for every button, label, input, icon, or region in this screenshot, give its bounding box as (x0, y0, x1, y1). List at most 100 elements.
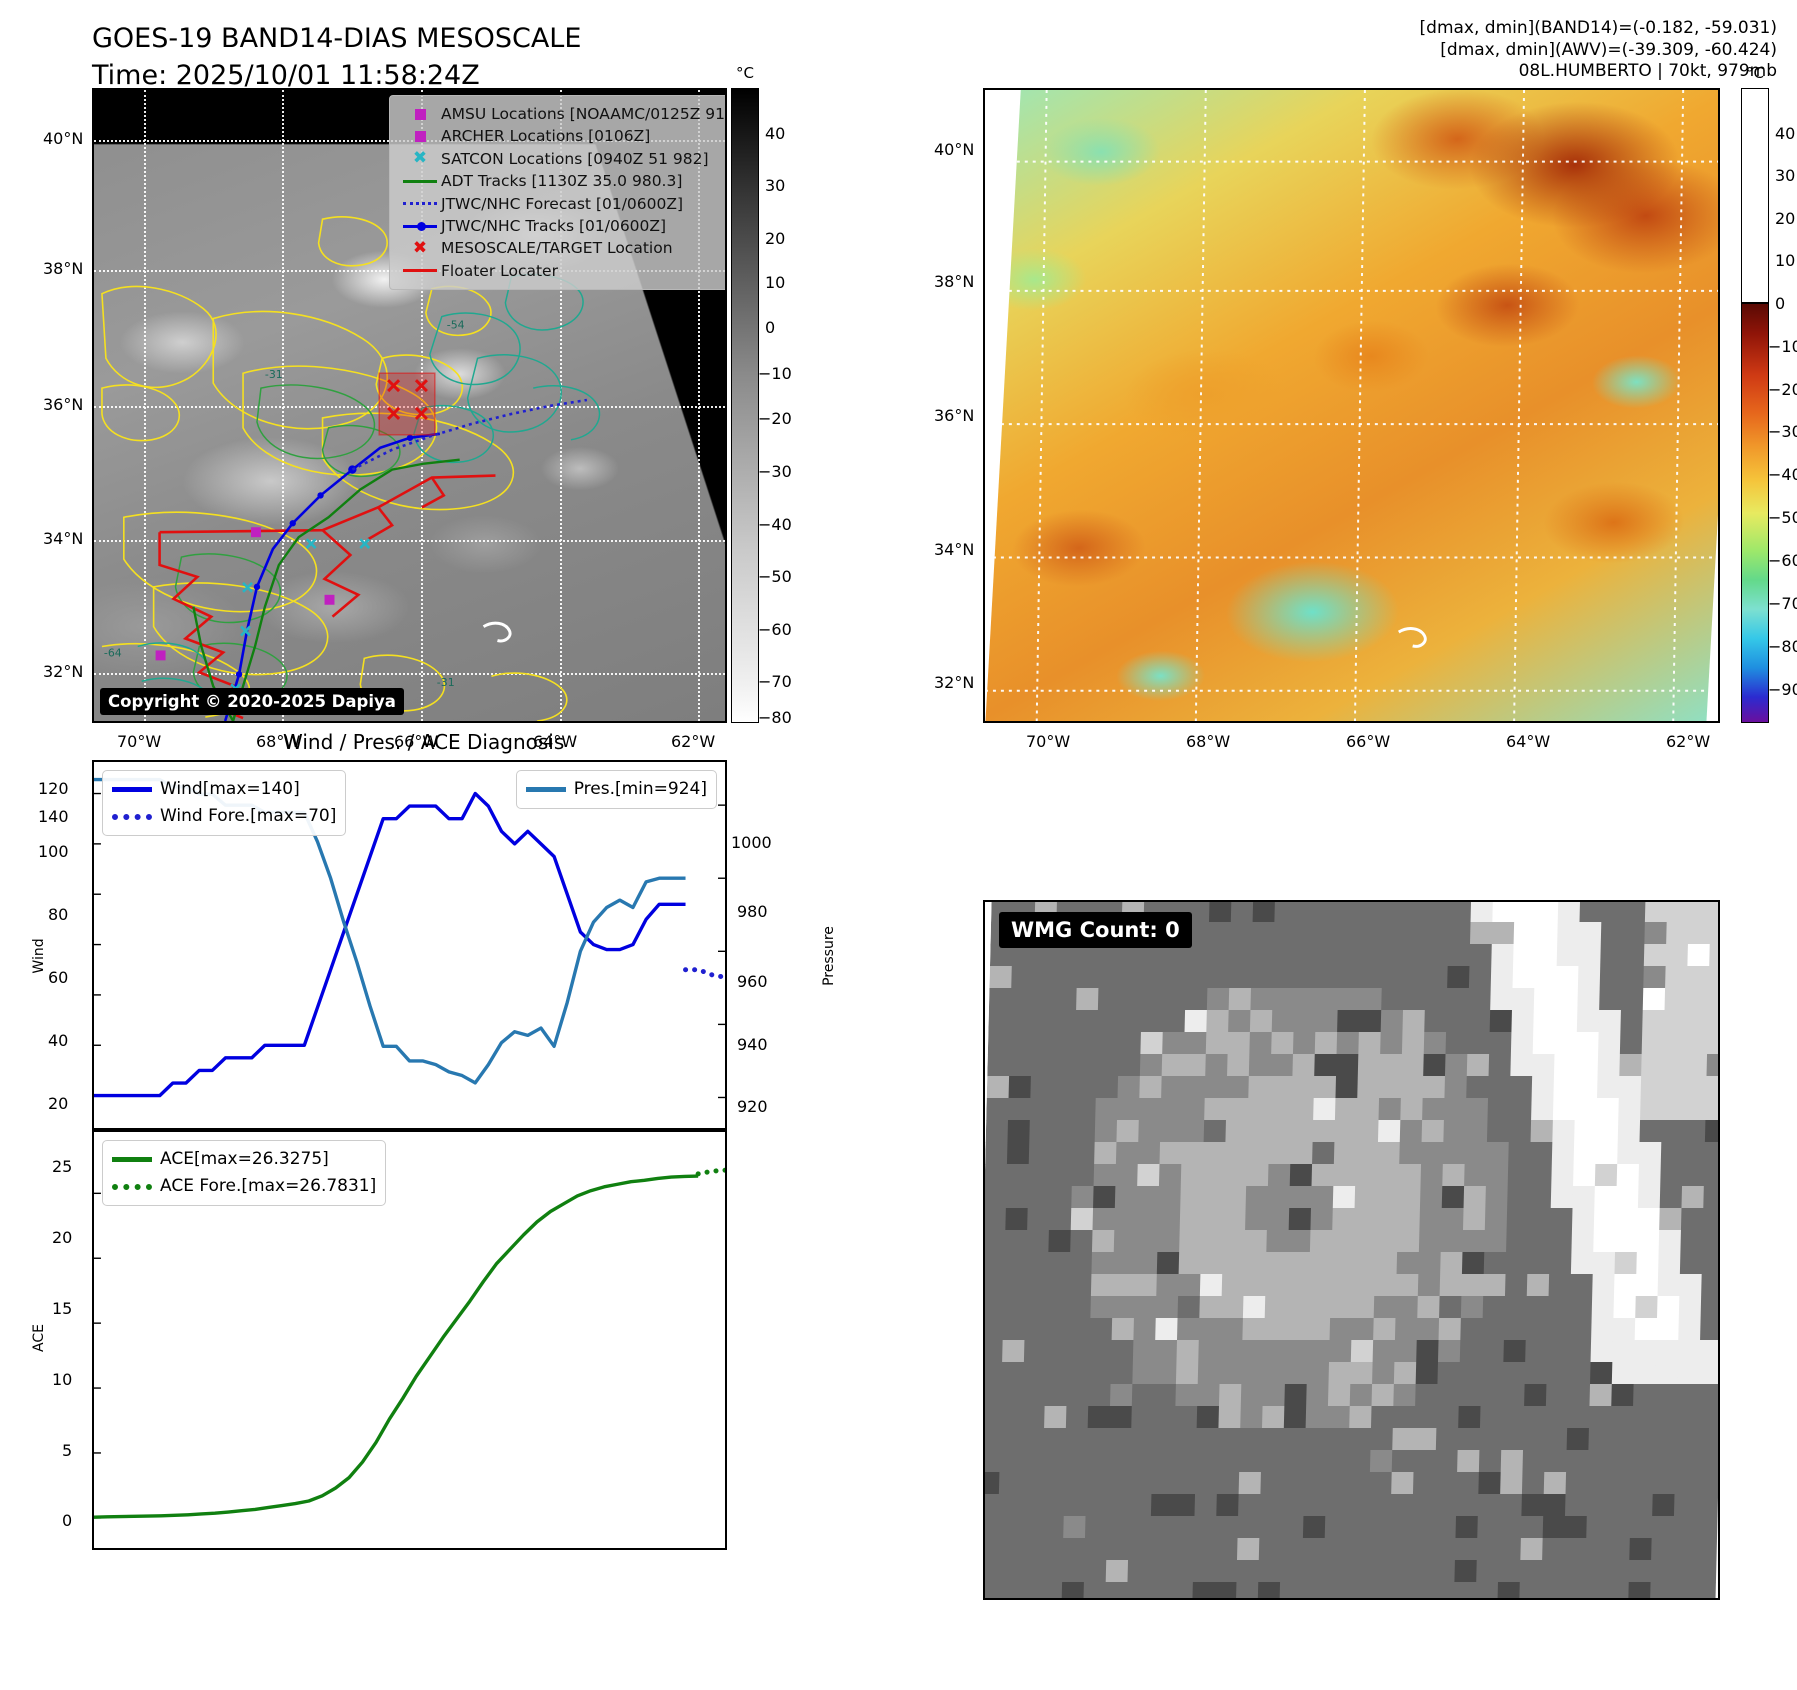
legend-item-wind-forecast: Wind Fore.[max=70] (112, 803, 336, 830)
wind-ytick: 120 (38, 779, 69, 798)
graticule-lon-66 (421, 90, 423, 721)
pressure-axis-label: Pressure (821, 926, 837, 986)
legend-item-ace: ACE[max=26.3275] (112, 1146, 376, 1173)
pressure-ytick: 940 (737, 1035, 768, 1054)
wind-ytick-140: 140 (38, 807, 69, 826)
graticule-lon-62 (698, 90, 700, 721)
storm-info: 08L.HUMBERTO | 70kt, 979mb (1518, 61, 1777, 81)
wind-ytick: 100 (38, 842, 69, 861)
stat-band14: [dmax, dmin](BAND14)=(-0.182, -59.031) (1419, 18, 1777, 38)
awv-lon-tick: 70°W (1026, 732, 1071, 751)
awv-colorbar-upper (1741, 88, 1769, 303)
ir-mesoscale-panel[interactable]: -54 -31 -64 -31 AMSU Locations [NOAAMC/0… (92, 88, 727, 723)
wind-ytick: 80 (48, 905, 69, 924)
wind-pressure-chart[interactable]: Wind[max=140] Wind Fore.[max=70] Pres.[m… (92, 760, 727, 1130)
awv-graticule (985, 90, 1718, 721)
legend-item-pressure: Pres.[min=924] (525, 776, 707, 803)
ir-cbar-tick: −70 (758, 672, 792, 691)
dotted-line-icon (399, 202, 441, 206)
legend-label: Floater Locater (441, 261, 558, 280)
stats-block: [dmax, dmin](BAND14)=(-0.182, -59.031) [… (1420, 18, 1777, 83)
dotted-line-icon (112, 1183, 160, 1190)
legend-item-ace-forecast: ACE Fore.[max=26.7831] (112, 1173, 376, 1200)
legend-label: ARCHER Locations [0106Z] (441, 127, 651, 146)
awv-cbar-tick: −70 (1768, 594, 1797, 613)
solid-line-icon (399, 179, 441, 183)
ir-lat-tick: 36°N (43, 395, 84, 414)
ir-legend: AMSU Locations [NOAAMC/0125Z 91 968] ARC… (389, 95, 725, 291)
awv-cbar-tick: −40 (1768, 465, 1797, 484)
awv-colorbar-lower (1741, 303, 1769, 723)
awv-lon-tick: 66°W (1346, 732, 1391, 751)
ir-cbar-tick: 30 (765, 176, 786, 195)
wind-legend: Wind[max=140] Wind Fore.[max=70] (102, 770, 347, 836)
wmg-cells (985, 902, 1718, 1598)
awv-cbar-tick: 20 (1775, 209, 1796, 228)
ir-lon-tick: 68°W (256, 732, 301, 751)
awv-lon-tick: 64°W (1506, 732, 1551, 751)
dotted-line-icon (112, 813, 160, 820)
awv-cbar-tick: −10 (1768, 337, 1797, 356)
svg-text:-31: -31 (437, 676, 455, 689)
awv-lon-tick: 68°W (1186, 732, 1231, 751)
legend-item-wind: Wind[max=140] (112, 776, 336, 803)
svg-text:-31: -31 (265, 368, 283, 381)
awv-cbar-tick: −90 (1768, 680, 1797, 699)
legend-item-archer: ARCHER Locations [0106Z] (399, 125, 724, 147)
legend-label: MESOSCALE/TARGET Location (441, 239, 673, 258)
wmg-panel[interactable]: WMG Count: 0 (983, 900, 1720, 1600)
legend-label: JTWC/NHC Forecast [01/0600Z] (441, 194, 684, 213)
legend-label: JTWC/NHC Tracks [01/0600Z] (441, 216, 667, 235)
awv-cbar-tick: 40 (1775, 124, 1796, 143)
svg-text:-64: -64 (104, 646, 122, 659)
legend-item-adt: ADT Tracks [1130Z 35.0 980.3] (399, 170, 724, 192)
graticule-lat-34 (94, 540, 725, 542)
legend-label: ACE Fore.[max=26.7831] (160, 1176, 377, 1196)
diagnosis-title: Wind / Pres. / ACE Diagnosis (283, 730, 565, 754)
legend-label: Pres.[min=924] (573, 779, 707, 799)
ace-legend: ACE[max=26.3275] ACE Fore.[max=26.7831] (102, 1140, 387, 1206)
awv-cbar-tick: 0 (1775, 294, 1786, 313)
ir-cbar-tick: −30 (758, 462, 792, 481)
ir-lon-tick: 64°W (533, 732, 578, 751)
ir-cbar-tick: −20 (758, 409, 792, 428)
legend-label: ADT Tracks [1130Z 35.0 980.3] (441, 172, 683, 191)
ace-ytick: 5 (62, 1441, 73, 1460)
x-marker-icon: ✖ (412, 148, 428, 169)
awv-cbar-tick: 30 (1775, 166, 1796, 185)
legend-item-satcon: ✖ SATCON Locations [0940Z 51 982] (399, 148, 724, 170)
legend-label: SATCON Locations [0940Z 51 982] (441, 149, 709, 168)
awv-lat-tick: 32°N (934, 673, 975, 692)
title-text: GOES-19 BAND14-DIAS MESOSCALE (92, 23, 582, 54)
legend-label: ACE[max=26.3275] (160, 1149, 329, 1169)
awv-lon-tick: 62°W (1666, 732, 1711, 751)
ace-chart[interactable]: ACE[max=26.3275] ACE Fore.[max=26.7831] (92, 1130, 727, 1550)
awv-panel[interactable] (983, 88, 1720, 723)
time-text: Time: 2025/10/01 11:58:24Z (92, 60, 480, 91)
ace-plot (94, 1167, 725, 1519)
page-title: GOES-19 BAND14-DIAS MESOSCALE Time: 2025… (92, 20, 581, 94)
square-marker-icon (399, 108, 441, 120)
ace-ytick: 20 (52, 1228, 73, 1247)
legend-item-tracks: JTWC/NHC Tracks [01/0600Z] (399, 215, 724, 237)
square-marker-icon (399, 131, 441, 143)
wmg-count-badge: WMG Count: 0 (999, 912, 1192, 948)
pressure-ytick: 960 (737, 972, 768, 991)
stat-awv: [dmax, dmin](AWV)=(-39.309, -60.424) (1440, 39, 1777, 60)
copyright-badge: Copyright © 2020-2025 Dapiya (100, 688, 404, 715)
ace-ytick: 15 (52, 1299, 73, 1318)
ir-cbar-tick: −80 (758, 708, 792, 727)
awv-cbar-tick: −50 (1768, 508, 1797, 527)
pressure-legend: Pres.[min=924] (515, 770, 717, 809)
ace-axis-label: ACE (31, 1324, 47, 1352)
legend-item-forecast: JTWC/NHC Forecast [01/0600Z] (399, 193, 724, 215)
wmg-grid-field (985, 902, 1718, 1598)
legend-item-floater: Floater Locater (399, 260, 724, 282)
pressure-ytick: 980 (737, 902, 768, 921)
wind-ytick: 40 (48, 1031, 69, 1050)
ir-cbar-tick: −10 (758, 364, 792, 383)
ir-cbar-tick: 20 (765, 229, 786, 248)
awv-lat-tick: 36°N (934, 406, 975, 425)
ir-lat-tick: 38°N (43, 259, 84, 278)
legend-item-mesoscale: ✖ MESOSCALE/TARGET Location (399, 237, 724, 259)
